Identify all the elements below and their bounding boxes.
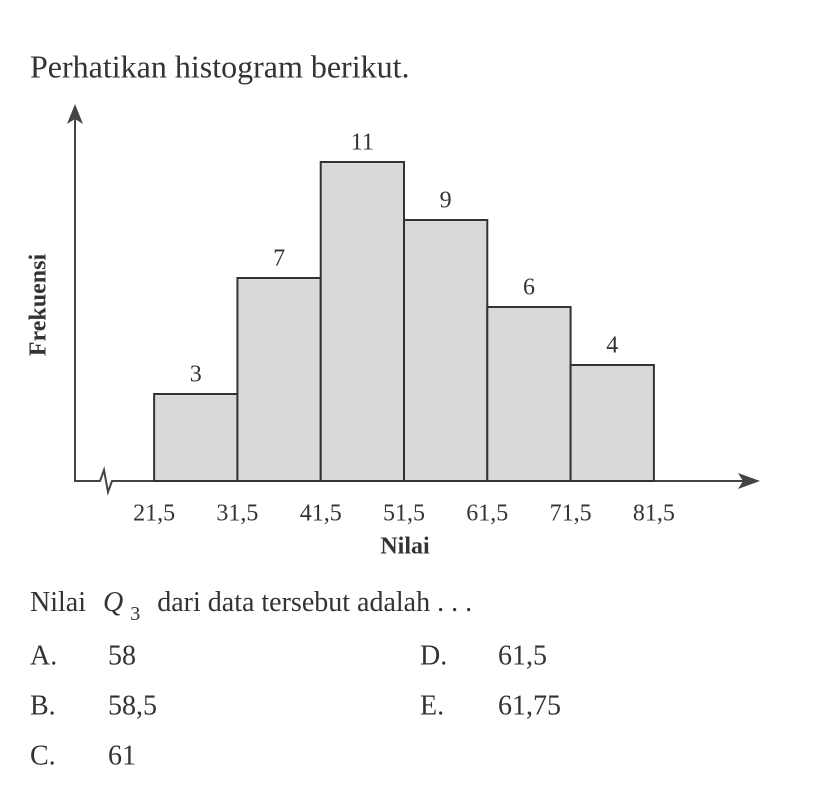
bar: [319, 161, 406, 482]
x-tick-label: 61,5: [466, 501, 508, 527]
x-arrow: [738, 473, 760, 489]
option-letter: E.: [420, 690, 444, 721]
y-axis-label: Frekuensi: [26, 254, 52, 357]
x-tick-label: 31,5: [216, 501, 258, 527]
x-tick-label: 21,5: [133, 501, 175, 527]
option-letter: C.: [30, 740, 56, 771]
bar: [403, 219, 489, 482]
x-tick-label: 71,5: [550, 501, 592, 527]
question-var: Q: [103, 587, 123, 618]
data-label: 9: [440, 188, 452, 214]
x-tick-label: 41,5: [300, 501, 342, 527]
bar: [236, 277, 322, 482]
option-text: 58,5: [108, 690, 157, 721]
data-label: 3: [190, 362, 202, 388]
option-text: 61,5: [498, 640, 547, 671]
x-tick-label: 81,5: [633, 501, 675, 527]
bar: [486, 306, 572, 482]
option-text: 61: [108, 740, 136, 771]
option-text: 58: [108, 640, 136, 671]
data-label: 7: [273, 246, 285, 272]
option-letter: B.: [30, 690, 56, 721]
option-letter: D.: [420, 640, 447, 671]
bar: [153, 393, 239, 482]
question-after: dari data tersebut adalah . . .: [157, 587, 472, 618]
x-axis-label: Nilai: [380, 534, 430, 560]
x-tick-label: 51,5: [383, 501, 425, 527]
axes: [74, 112, 745, 496]
data-label: 11: [351, 130, 374, 156]
bar: [569, 364, 655, 482]
question: Nilai Q 3 dari data tersebut adalah . . …: [30, 587, 472, 628]
question-sub: 3: [130, 603, 140, 625]
option-text: 61,75: [498, 690, 561, 721]
question-before: Nilai: [30, 587, 86, 618]
intro: Perhatikan histogram berikut.: [30, 48, 409, 84]
y-arrow: [67, 104, 83, 124]
option-letter: A.: [30, 640, 57, 671]
data-label: 4: [606, 333, 618, 359]
data-label: 6: [523, 275, 535, 301]
